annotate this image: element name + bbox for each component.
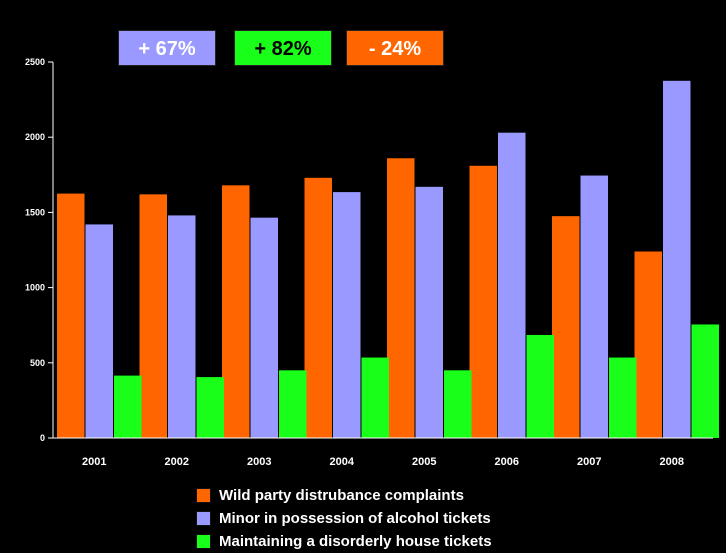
legend-item-wild-party: Wild party distrubance complaints [196, 484, 492, 507]
chart-legend: Wild party distrubance complaints Minor … [196, 484, 492, 553]
legend-label-wild-party: Wild party distrubance complaints [219, 487, 464, 504]
bar-minor-2002 [168, 215, 196, 438]
legend-item-disorderly: Maintaining a disorderly house tickets [196, 530, 492, 553]
bar-wild-party-2007 [552, 216, 580, 438]
bar-minor-2007 [580, 175, 608, 438]
x-tick-label: 2006 [495, 456, 519, 468]
bar-minor-2005 [415, 186, 443, 438]
bar-chart: 0 500 1000 1500 2000 2500 2001 2002 2003 2004 2005… [25, 57, 719, 468]
bar-wild-party-2005 [387, 158, 415, 439]
bar-wild-party-2001 [57, 193, 85, 438]
bar-wild-party-2006 [469, 165, 497, 438]
bar-disorderly-2003 [279, 370, 307, 438]
y-tick-label: 0 [40, 433, 45, 443]
bar-wild-party-2003 [222, 185, 250, 438]
x-tick-label: 2003 [247, 456, 271, 468]
bar-disorderly-2006 [526, 334, 554, 438]
bar-disorderly-2002 [196, 377, 224, 438]
bar-disorderly-2007 [609, 357, 637, 438]
bar-minor-2008 [663, 80, 691, 439]
bar-disorderly-2001 [114, 375, 142, 438]
y-tick-label: 500 [30, 358, 45, 368]
bar-minor-2001 [85, 224, 113, 438]
bar-wild-party-2004 [304, 177, 332, 439]
bar-minor-2006 [498, 132, 526, 439]
x-tick-label: 2002 [165, 456, 189, 468]
legend-label-disorderly: Maintaining a disorderly house tickets [219, 533, 492, 550]
x-tick-label: 2005 [412, 456, 436, 468]
x-tick-label: 2007 [577, 456, 601, 468]
bar-disorderly-2004 [361, 357, 389, 438]
bar-wild-party-2002 [139, 194, 167, 438]
bar-minor-2003 [250, 217, 278, 438]
bar-minor-2004 [333, 192, 361, 438]
bar-disorderly-2005 [444, 370, 472, 438]
percent-change-badge-disorderly: + 82% [234, 30, 332, 66]
legend-item-minor: Minor in possession of alcohol tickets [196, 507, 492, 530]
y-tick-label: 1000 [25, 283, 45, 293]
bar-wild-party-2008 [634, 251, 662, 438]
legend-swatch-wild-party [196, 488, 211, 503]
legend-label-minor: Minor in possession of alcohol tickets [219, 510, 491, 527]
x-tick-label: 2008 [660, 456, 684, 468]
y-tick-label: 2500 [25, 57, 45, 67]
x-tick-label: 2004 [330, 456, 355, 468]
legend-swatch-minor [196, 511, 211, 526]
percent-change-badge-minor: + 67% [118, 30, 216, 66]
bar-disorderly-2008 [691, 324, 719, 438]
y-tick-label: 2000 [25, 132, 45, 142]
x-tick-label: 2001 [82, 456, 106, 468]
y-tick-label: 1500 [25, 207, 45, 217]
percent-change-badge-wild-party: - 24% [346, 30, 444, 66]
legend-swatch-disorderly [196, 534, 211, 549]
